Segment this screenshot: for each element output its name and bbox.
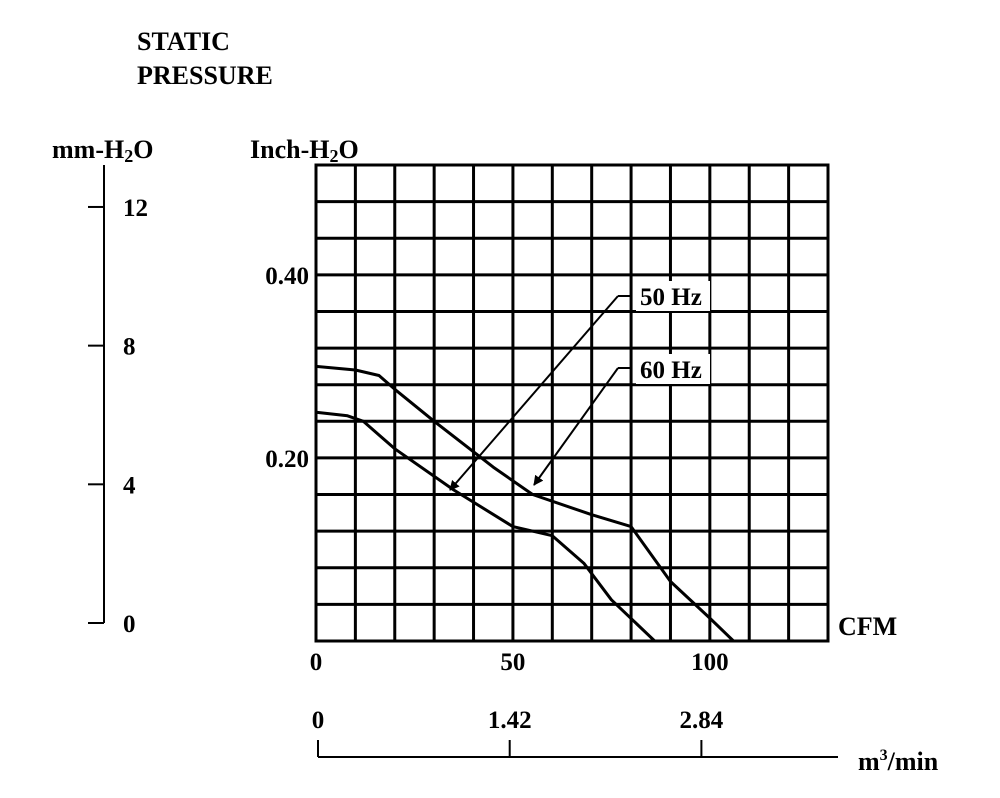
annotation-label: 50 Hz	[640, 284, 702, 311]
mm-tick-label: 8	[123, 334, 136, 361]
chart-title-line2: PRESSURE	[137, 61, 273, 90]
m3-tick-label: 2.84	[680, 707, 724, 734]
mm-tick-label: 4	[123, 472, 136, 499]
x-tick-label: 0	[310, 649, 323, 676]
y-tick-labels: 0.20 0.40	[265, 263, 309, 473]
plot-grid	[316, 165, 828, 641]
m3-tick-label: 0	[312, 707, 325, 734]
y-tick-label: 0.40	[265, 263, 309, 290]
annotation-label-bg	[636, 281, 710, 311]
mm-axis-label: mm-H2O	[52, 135, 153, 166]
x-tick-label: 50	[500, 649, 525, 676]
y-axis-label: Inch-H2O	[250, 135, 359, 166]
x-tick-label: 100	[691, 649, 729, 676]
x-tick-labels: 0 50 100	[310, 649, 729, 676]
m3-axis-label: m3/min	[858, 747, 939, 776]
annotations: 50 Hz 60 Hz	[449, 281, 710, 491]
y-tick-label: 0.20	[265, 446, 309, 473]
curves	[315, 364, 735, 643]
plot-frame	[314, 163, 830, 643]
annotation-arrow	[449, 295, 619, 491]
annotation-label: 60 Hz	[640, 357, 702, 384]
chart-title-line1: STATIC	[137, 27, 230, 56]
series-line-60hz	[315, 364, 735, 643]
series-line-50hz	[315, 410, 656, 643]
m3-axis: 0 1.42 2.84	[312, 707, 838, 758]
x-axis-label: CFM	[838, 612, 897, 641]
mm-axis: 0 4 8 12	[88, 165, 148, 638]
annotation-label-bg	[636, 354, 710, 384]
annotation-arrow	[533, 367, 619, 486]
mm-tick-label: 0	[123, 611, 136, 638]
mm-tick-label: 12	[123, 195, 148, 222]
m3-tick-label: 1.42	[488, 707, 532, 734]
